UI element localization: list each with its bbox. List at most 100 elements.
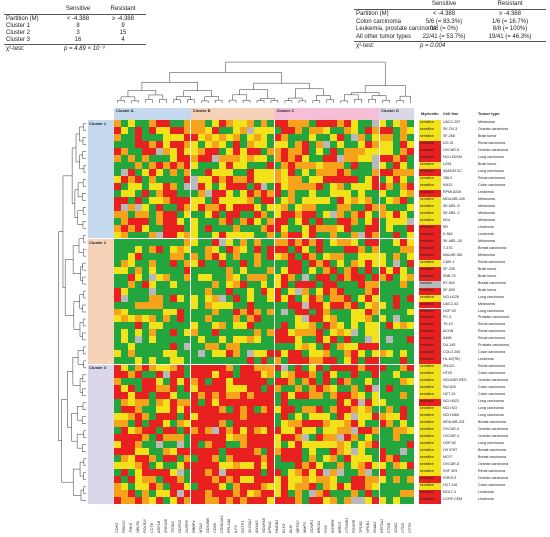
heatmap-cell — [162, 203, 171, 212]
cell-line-label: SF-268 — [443, 133, 455, 138]
heatmap-cell — [400, 273, 408, 281]
left-table-test-value: p = 4.89 × 10⁻³ — [64, 46, 105, 52]
sensitivity-badge: sensitive — [419, 378, 441, 386]
right-table-cell: Colon carcinoma — [356, 18, 402, 25]
sensitivity-badge: sensitive — [419, 420, 441, 428]
heatmap-cell — [330, 378, 338, 386]
heatmap-cell — [407, 217, 415, 226]
heatmap-cell — [232, 406, 240, 414]
heatmap-cell — [351, 371, 359, 379]
heatmap-cell — [211, 357, 219, 365]
heatmap-cell — [155, 448, 164, 456]
heatmap-cell — [218, 476, 226, 484]
heatmap-cell — [274, 476, 282, 484]
heatmap-cell — [114, 399, 122, 407]
heatmap-cell — [393, 413, 401, 421]
heatmap-cell — [218, 266, 226, 274]
dendrogram-branch — [242, 100, 251, 103]
heatmap-cell — [386, 210, 394, 219]
heatmap-cell — [407, 462, 415, 470]
heatmap-cell — [162, 441, 171, 449]
heatmap-cell — [253, 266, 261, 274]
heatmap-cell — [134, 189, 143, 198]
heatmap-cell — [330, 476, 338, 484]
heatmap-cell — [323, 196, 331, 205]
heatmap-cell — [400, 133, 408, 142]
heatmap-cell — [211, 364, 219, 372]
heatmap-cell — [204, 336, 212, 344]
heatmap-cell — [295, 175, 303, 184]
heatmap-cell — [225, 301, 233, 309]
heatmap-cell — [309, 266, 317, 274]
heatmap-cell — [260, 287, 268, 295]
heatmap-cell — [204, 413, 212, 421]
heatmap-cell — [114, 378, 122, 386]
heatmap-cell — [344, 315, 352, 323]
heatmap-cell — [295, 203, 303, 212]
heatmap-cell — [302, 133, 310, 142]
heatmap-cell — [281, 329, 289, 337]
heatmap-cell — [155, 147, 164, 156]
heatmap-cell — [400, 413, 408, 421]
heatmap-cell — [162, 175, 171, 184]
heatmap-cell — [148, 483, 157, 491]
heatmap-cell — [155, 161, 164, 170]
heatmap-cell — [316, 371, 324, 379]
heatmap-cell — [190, 455, 198, 463]
heatmap-cell — [114, 329, 122, 337]
heatmap-cell — [232, 462, 240, 470]
heatmap-cell — [274, 287, 282, 295]
tumor-type-label: Leukemia — [478, 357, 494, 362]
heatmap-cell — [379, 413, 387, 421]
heatmap-cell — [309, 420, 317, 428]
heatmap-cell — [400, 217, 408, 226]
heatmap-cell — [127, 413, 136, 421]
heatmap-cell — [309, 280, 317, 288]
heatmap-cell — [127, 420, 136, 428]
heatmap-cell — [400, 308, 408, 316]
heatmap-cell — [274, 413, 282, 421]
heatmap-cell — [211, 371, 219, 379]
heatmap-cell — [337, 455, 345, 463]
heatmap-cell — [274, 273, 282, 281]
heatmap-cell — [309, 133, 317, 142]
cell-line-label: SF-539 — [443, 287, 455, 292]
heatmap-cell — [141, 315, 150, 323]
heatmap-cell — [127, 140, 136, 149]
heatmap-cell — [400, 126, 408, 135]
heatmap-cell — [302, 196, 310, 205]
heatmap-cell — [295, 441, 303, 449]
heatmap-cell — [253, 161, 261, 170]
heatmap-cell — [351, 476, 359, 484]
column-cluster-label: Cluster B — [192, 108, 211, 113]
heatmap-cell — [379, 308, 387, 316]
column-dendrogram — [117, 61, 411, 103]
heatmap-cell — [379, 210, 387, 219]
heatmap-cell — [211, 294, 219, 302]
gene-label: ZNF428 — [163, 519, 168, 533]
heatmap-cell — [148, 252, 157, 260]
heatmap-cell — [267, 224, 275, 232]
tumor-type-label: Brain tumor — [478, 161, 497, 166]
dendrogram-branch — [82, 207, 86, 215]
cell-line-label: CCRF-CEM — [443, 497, 463, 502]
heatmap-cell — [337, 126, 345, 135]
heatmap-cell — [169, 357, 178, 365]
heatmap-cell — [232, 140, 240, 149]
heatmap-cell — [267, 147, 275, 156]
heatmap-cell — [253, 217, 261, 226]
heatmap-cell — [274, 336, 282, 344]
heatmap-cell — [302, 140, 310, 149]
heatmap-cell — [372, 329, 380, 337]
heatmap-cell — [183, 154, 192, 163]
heatmap-cell — [316, 252, 324, 260]
left-table-header-sensitive: Sensitive — [65, 6, 91, 12]
heatmap-cell — [183, 448, 192, 456]
heatmap-cell — [232, 476, 240, 484]
heatmap-cell — [337, 133, 345, 142]
heatmap-cell — [114, 448, 122, 456]
heatmap-cell — [134, 245, 143, 253]
heatmap-cell — [351, 399, 359, 407]
heatmap-cell — [211, 252, 219, 260]
heatmap-cell — [211, 378, 219, 386]
